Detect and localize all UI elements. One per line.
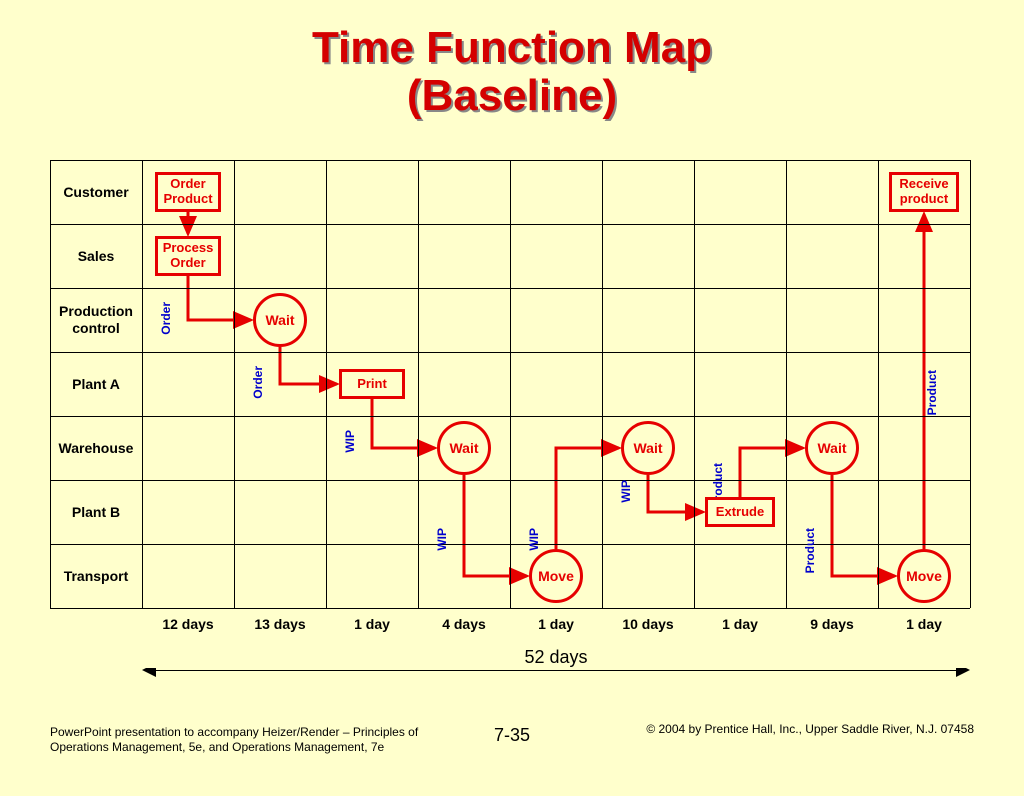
day-label: 1 day (510, 616, 602, 632)
grid-vline (510, 160, 511, 608)
row-label: Plant B (50, 480, 142, 544)
flow-edge-label: Order (251, 366, 265, 399)
grid-vline (234, 160, 235, 608)
flow-node-wait1: Wait (253, 293, 307, 347)
day-label: 13 days (234, 616, 326, 632)
total-duration-label: 52 days (142, 647, 970, 668)
footer-copyright: © 2004 by Prentice Hall, Inc., Upper Sad… (574, 722, 974, 736)
flow-node-wait2: Wait (437, 421, 491, 475)
flow-node-receive-product: Receive product (889, 172, 959, 212)
row-label: Plant A (50, 352, 142, 416)
flow-node-move2: Move (897, 549, 951, 603)
row-label: Sales (50, 224, 142, 288)
flow-node-move1: Move (529, 549, 583, 603)
flow-edge-label: WIP (527, 528, 541, 551)
slide-title: Time Function Map (Baseline) (0, 24, 1024, 121)
row-label: Customer (50, 160, 142, 224)
flow-node-wait3: Wait (621, 421, 675, 475)
flow-edge-label: Order (159, 302, 173, 335)
flow-edge-label: Product (803, 528, 817, 573)
grid-vline (326, 160, 327, 608)
flow-edge-label: WIP (435, 528, 449, 551)
title-line-2: (Baseline) (407, 71, 617, 120)
grid-vline (142, 160, 143, 608)
day-label: 9 days (786, 616, 878, 632)
flow-node-wait4: Wait (805, 421, 859, 475)
flow-edge-label: Product (925, 370, 939, 415)
day-label: 10 days (602, 616, 694, 632)
grid-vline (418, 160, 419, 608)
grid-vline (970, 160, 971, 608)
slide: Time Function Map (Baseline) CustomerSal… (0, 0, 1024, 796)
flow-node-print: Print (339, 369, 405, 399)
grid-vline (694, 160, 695, 608)
title-line-1: Time Function Map (312, 23, 712, 72)
grid-vline (786, 160, 787, 608)
flow-edge-label: WIP (343, 430, 357, 453)
row-label: Production control (50, 288, 142, 352)
grid-hline (50, 608, 970, 609)
time-function-grid: CustomerSalesProduction controlPlant AWa… (50, 160, 970, 608)
flow-node-extrude: Extrude (705, 497, 775, 527)
flow-node-process-order: Process Order (155, 236, 221, 276)
flow-node-order-product: Order Product (155, 172, 221, 212)
total-duration-text: 52 days (514, 647, 597, 668)
flow-edge-label: WIP (619, 480, 633, 503)
grid-vline (602, 160, 603, 608)
day-label: 12 days (142, 616, 234, 632)
row-label: Warehouse (50, 416, 142, 480)
grid-vline (878, 160, 879, 608)
total-line (150, 670, 962, 671)
total-duration-bar: 52 days (142, 655, 970, 685)
day-label: 4 days (418, 616, 510, 632)
day-label: 1 day (326, 616, 418, 632)
day-label: 1 day (878, 616, 970, 632)
row-label: Transport (50, 544, 142, 608)
day-label: 1 day (694, 616, 786, 632)
